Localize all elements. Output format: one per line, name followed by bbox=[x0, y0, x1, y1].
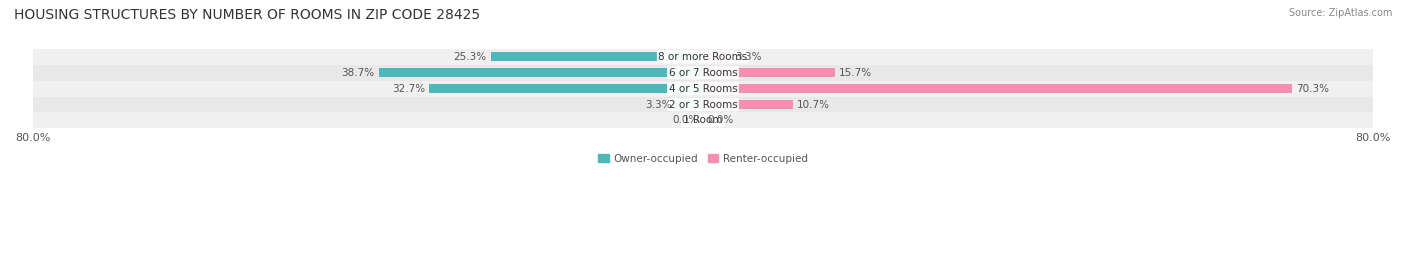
Text: 10.7%: 10.7% bbox=[797, 100, 830, 109]
Bar bbox=[32, 97, 1374, 112]
Text: 8 or more Rooms: 8 or more Rooms bbox=[658, 52, 748, 62]
Text: 0.0%: 0.0% bbox=[672, 115, 699, 125]
Bar bbox=[703, 100, 793, 109]
Text: 70.3%: 70.3% bbox=[1296, 84, 1329, 94]
Text: 6 or 7 Rooms: 6 or 7 Rooms bbox=[669, 68, 737, 78]
Text: 38.7%: 38.7% bbox=[342, 68, 374, 78]
Text: 0.0%: 0.0% bbox=[707, 115, 734, 125]
Text: 32.7%: 32.7% bbox=[392, 84, 425, 94]
Text: 3.3%: 3.3% bbox=[645, 100, 671, 109]
Text: 25.3%: 25.3% bbox=[454, 52, 486, 62]
Bar bbox=[703, 84, 1292, 93]
Bar bbox=[491, 52, 703, 61]
Text: 15.7%: 15.7% bbox=[839, 68, 872, 78]
Text: HOUSING STRUCTURES BY NUMBER OF ROOMS IN ZIP CODE 28425: HOUSING STRUCTURES BY NUMBER OF ROOMS IN… bbox=[14, 8, 481, 22]
Legend: Owner-occupied, Renter-occupied: Owner-occupied, Renter-occupied bbox=[595, 150, 811, 168]
Bar bbox=[32, 65, 1374, 81]
Bar bbox=[703, 52, 731, 61]
Bar bbox=[429, 84, 703, 93]
Bar bbox=[703, 68, 835, 77]
Text: 1 Room: 1 Room bbox=[683, 115, 723, 125]
Bar bbox=[378, 68, 703, 77]
Bar bbox=[32, 112, 1374, 128]
Text: 2 or 3 Rooms: 2 or 3 Rooms bbox=[669, 100, 737, 109]
Bar bbox=[675, 100, 703, 109]
Bar bbox=[32, 49, 1374, 65]
Text: 3.3%: 3.3% bbox=[735, 52, 761, 62]
Bar bbox=[32, 81, 1374, 97]
Text: Source: ZipAtlas.com: Source: ZipAtlas.com bbox=[1288, 8, 1392, 18]
Text: 4 or 5 Rooms: 4 or 5 Rooms bbox=[669, 84, 737, 94]
